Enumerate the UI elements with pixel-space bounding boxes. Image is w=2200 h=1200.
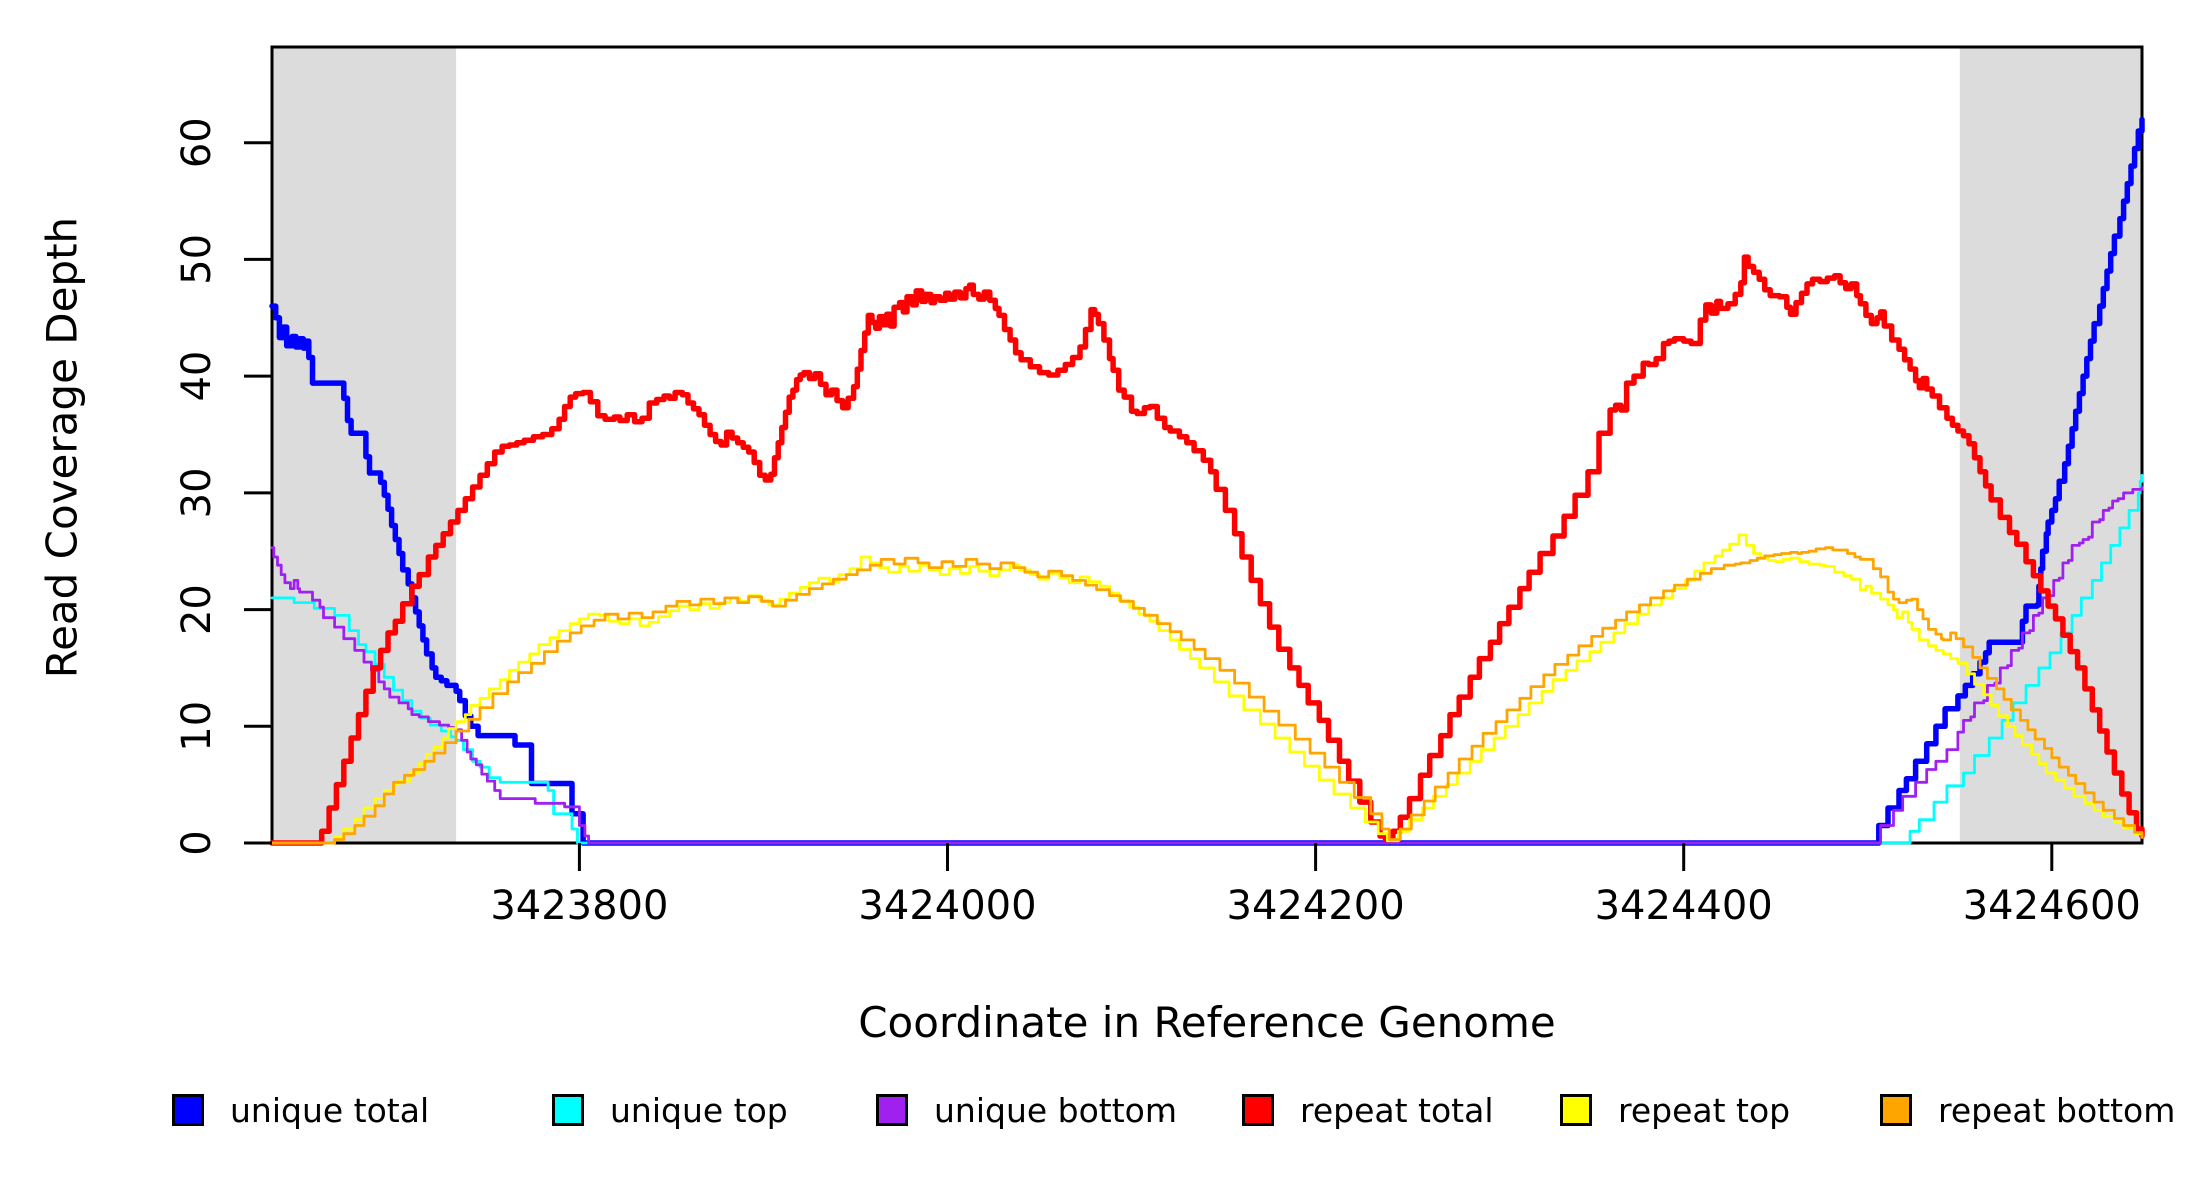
plot-border [270, 45, 2144, 845]
y-tick-label: 10 [174, 701, 220, 752]
x-tick-label: 3424200 [1227, 883, 1405, 929]
legend-item-unique-total: unique total [172, 1088, 429, 1132]
y-tick-label: 40 [174, 351, 220, 402]
legend-swatch-repeat-top [1560, 1094, 1592, 1126]
series-line-unique-top [270, 473, 2144, 845]
x-tick-label: 3424000 [858, 883, 1036, 929]
legend-item-repeat-total: repeat total [1242, 1088, 1494, 1132]
x-tick-label: 3424400 [1595, 883, 1773, 929]
legend-swatch-repeat-bottom [1880, 1094, 1912, 1126]
y-tick-label: 50 [174, 234, 220, 285]
legend-label: unique bottom [934, 1090, 1178, 1130]
legend-swatch-unique-top [552, 1094, 584, 1126]
legend-label: repeat bottom [1938, 1090, 2176, 1130]
y-tick-label: 30 [174, 467, 220, 518]
series-line-unique-total [269, 116, 2145, 846]
x-axis-title: Coordinate in Reference Genome [858, 998, 1556, 1047]
legend-label: repeat total [1300, 1090, 1494, 1130]
y-axis-title: Read Coverage Depth [37, 216, 87, 679]
legend-swatch-repeat-total [1242, 1094, 1274, 1126]
legend: unique total unique top unique bottom repea… [0, 1088, 2200, 1148]
legend-swatch-unique-bottom [876, 1094, 908, 1126]
shaded-region [1959, 47, 2142, 843]
y-tick-label: 20 [174, 584, 220, 635]
y-tick-label: 0 [174, 830, 220, 855]
legend-item-unique-bottom: unique bottom [876, 1088, 1177, 1132]
x-tick-label: 3423800 [490, 883, 668, 929]
stray-dot: · [1158, 1102, 1167, 1132]
legend-item-unique-top: unique top [552, 1088, 788, 1132]
series-line-repeat-total [269, 254, 2145, 846]
legend-swatch-unique-total [172, 1094, 204, 1126]
legend-label: unique top [610, 1090, 788, 1130]
series-line-repeat-bottom [270, 546, 2144, 845]
x-tick-label: 3424600 [1963, 883, 2141, 929]
y-tick-label: 60 [174, 117, 220, 168]
legend-item-repeat-bottom: repeat bottom [1880, 1088, 2175, 1132]
legend-label: unique total [230, 1090, 430, 1130]
legend-label: repeat top [1618, 1090, 1791, 1130]
legend-item-repeat-top: repeat top [1560, 1088, 1790, 1132]
series-line-unique-bottom [270, 485, 2144, 845]
